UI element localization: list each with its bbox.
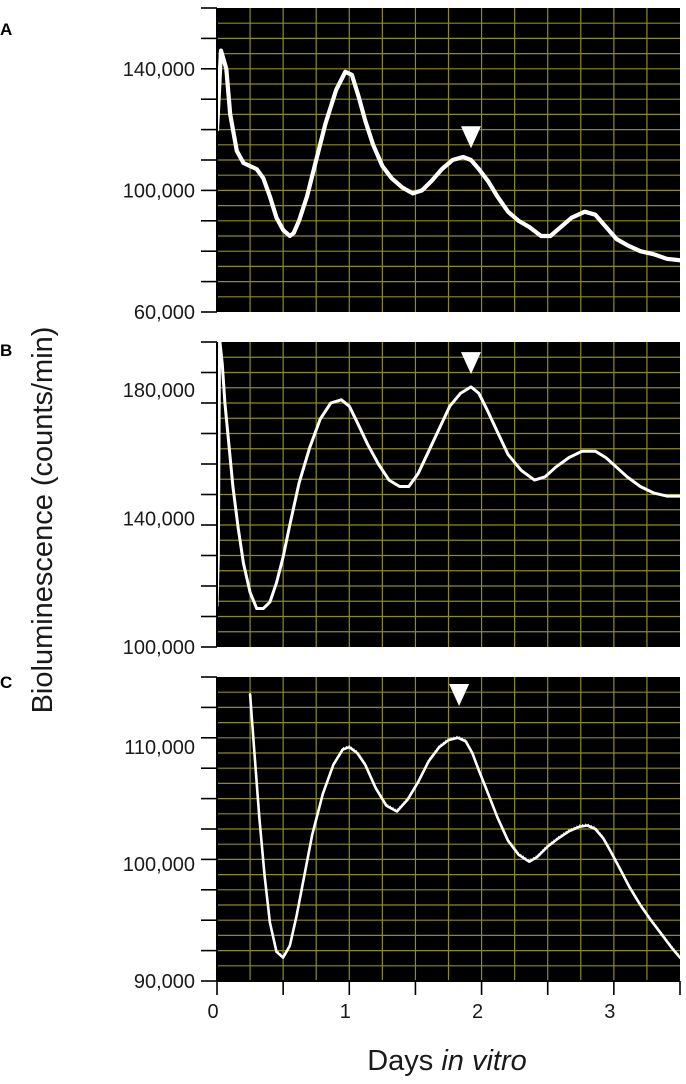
x-tick-label: 1 [340, 1001, 351, 1023]
y-tick-label: 100,000 [123, 180, 195, 202]
series-line [217, 342, 680, 610]
series-line [248, 693, 680, 959]
y-axis: 100,000 140,000 180,000 [123, 341, 218, 659]
peak-arrowhead-marker [460, 126, 481, 149]
series-line-noise [249, 692, 680, 957]
x-tick-label: 3 [604, 1001, 615, 1023]
x-tick-label: 0 [207, 1001, 218, 1023]
y-axis: 90,000 100,000 110,000 [123, 676, 218, 993]
y-tick-label: 180,000 [123, 380, 195, 402]
y-tick-label: 140,000 [123, 59, 195, 81]
panel-c: 90,000 100,000 110,000 [123, 676, 680, 993]
y-tick-label: 100,000 [123, 854, 195, 876]
grid [217, 342, 680, 647]
panel-letter-a: A [0, 20, 12, 39]
y-tick-label: 110,000 [124, 737, 195, 759]
grid [217, 677, 680, 981]
y-axis: 60,000 100,000 140,000 [123, 7, 218, 324]
x-axis-title-days: Days [367, 1045, 441, 1077]
panel-a: 60,000 100,000 140,000 [123, 7, 680, 324]
y-tick-label: 100,000 [123, 637, 195, 659]
panel-b: 100,000 140,000 180,000 [123, 341, 680, 659]
y-tick-label: 140,000 [123, 509, 195, 531]
peak-arrowhead-marker [449, 684, 470, 707]
peak-arrowhead-marker [460, 352, 481, 375]
x-tick-labels: 0 1 2 3 [207, 980, 681, 1023]
series-line [217, 48, 680, 263]
grid [217, 8, 680, 312]
y-tick-label: 60,000 [134, 302, 195, 324]
panel-letter-c: C [0, 673, 12, 692]
x-axis-title: Days in vitro [367, 1045, 527, 1077]
panel-letter-b: B [0, 341, 12, 360]
y-axis-title: Bioluminescence (counts/min) [27, 327, 59, 714]
y-tick-label: 90,000 [134, 971, 195, 993]
x-tick-label: 2 [472, 1001, 483, 1023]
x-axis-title-in-vitro: in vitro [441, 1045, 526, 1077]
